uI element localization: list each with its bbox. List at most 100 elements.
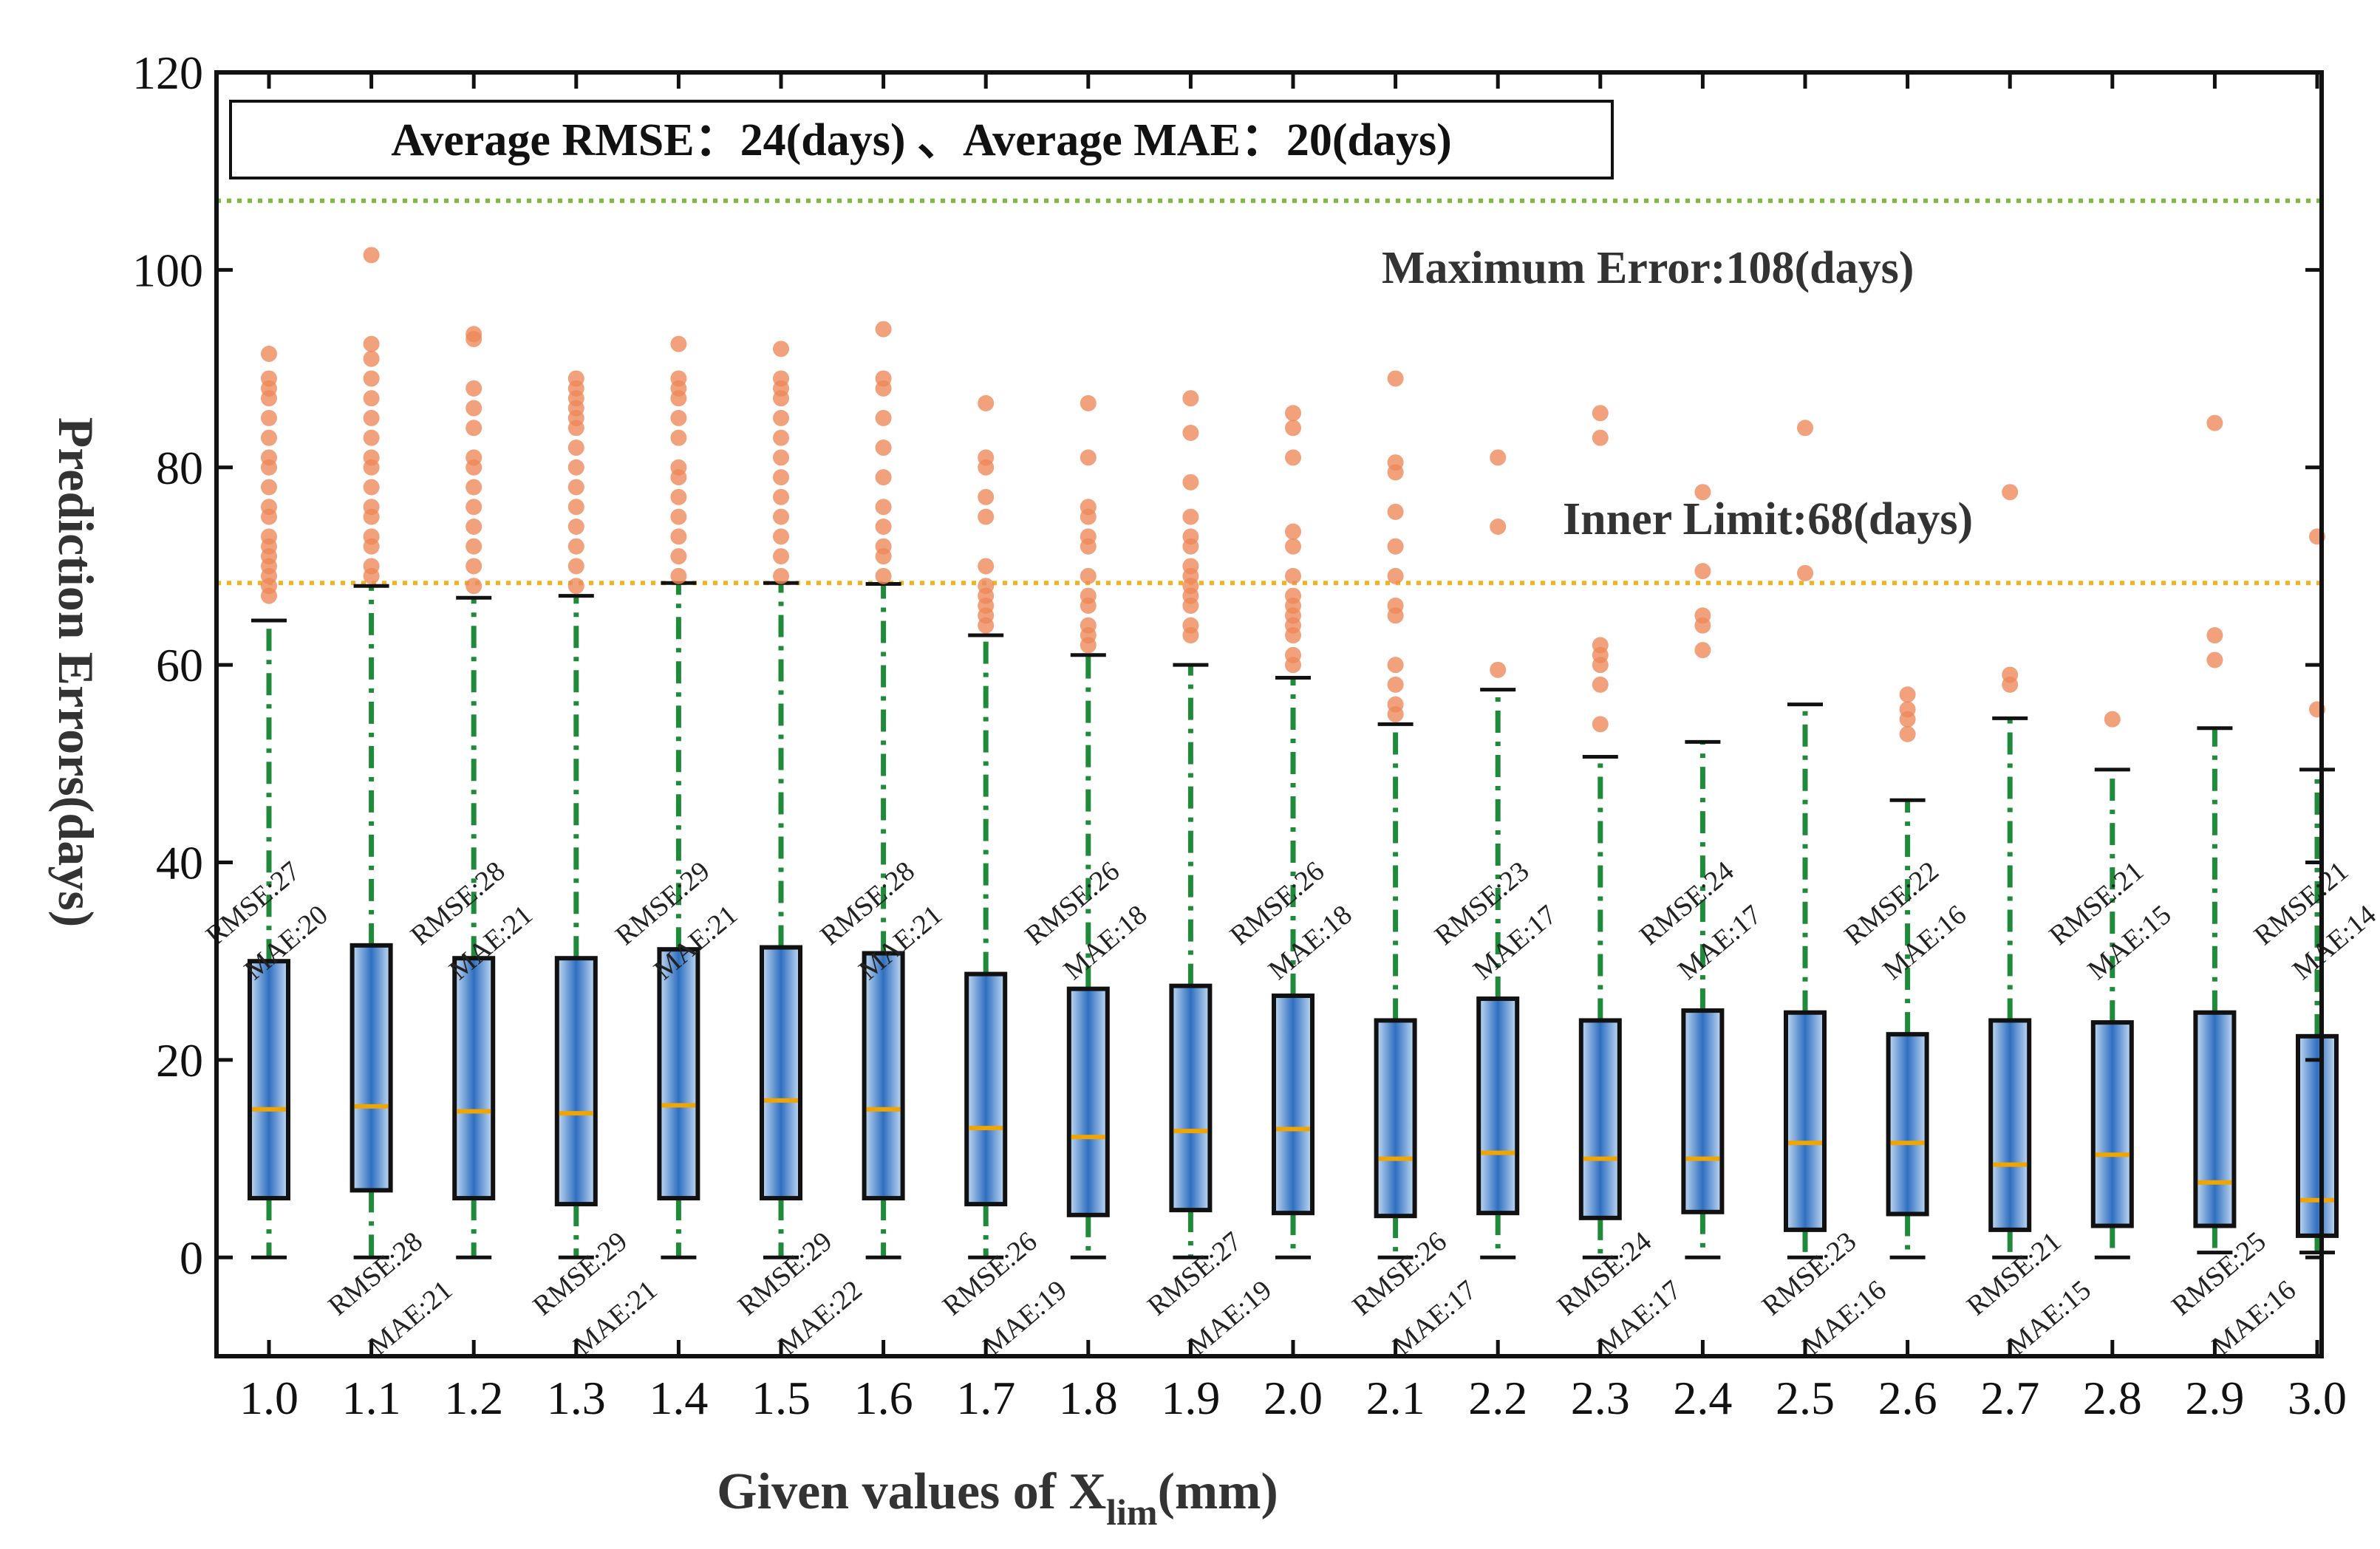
box-body bbox=[862, 951, 905, 1201]
outlier-point bbox=[670, 459, 687, 476]
outlier-point bbox=[1387, 696, 1404, 713]
outlier-point bbox=[1285, 405, 1301, 422]
outlier-point bbox=[1490, 661, 1507, 678]
outlier-point bbox=[1387, 454, 1404, 471]
outlier-point bbox=[1694, 484, 1711, 501]
outlier-point bbox=[875, 321, 892, 338]
outlier-point bbox=[2104, 711, 2121, 728]
outlier-point bbox=[363, 499, 380, 516]
outlier-point bbox=[1182, 473, 1199, 490]
x-tick-label: 1.3 bbox=[547, 1372, 606, 1424]
outlier-point bbox=[466, 400, 483, 417]
outlier-point bbox=[363, 247, 380, 264]
box-group-1.2 bbox=[452, 326, 496, 1259]
box-group-1.9 bbox=[1169, 390, 1213, 1259]
outlier-point bbox=[670, 508, 687, 525]
outlier-point bbox=[773, 548, 789, 565]
outlier-point bbox=[670, 335, 687, 352]
outlier-point bbox=[363, 350, 380, 367]
outlier-point bbox=[1387, 503, 1404, 520]
outlier-point bbox=[363, 409, 380, 426]
y-tick-label: 60 bbox=[156, 639, 203, 691]
outlier-point bbox=[875, 440, 892, 457]
outlier-point bbox=[1592, 405, 1609, 422]
outlier-point bbox=[261, 346, 277, 363]
x-axis-label: Given values of Xlim(mm) bbox=[717, 1463, 1278, 1533]
outlier-point bbox=[773, 469, 789, 486]
outlier-point bbox=[363, 479, 380, 496]
outlier-point bbox=[466, 558, 483, 575]
box-group-1.0 bbox=[248, 346, 290, 1259]
y-tick-label: 80 bbox=[156, 442, 203, 494]
outlier-point bbox=[1387, 538, 1404, 555]
outlier-point bbox=[1285, 646, 1301, 663]
outlier-point bbox=[1387, 657, 1404, 674]
outlier-point bbox=[1182, 558, 1199, 575]
outlier-point bbox=[261, 409, 277, 426]
outlier-point bbox=[567, 558, 584, 575]
outlier-point bbox=[773, 370, 789, 387]
box-group-2.4 bbox=[1681, 484, 1725, 1259]
box-body bbox=[1066, 986, 1110, 1217]
outlier-point bbox=[978, 508, 995, 525]
x-tick-label: 1.7 bbox=[956, 1372, 1015, 1424]
outlier-point bbox=[363, 449, 380, 466]
outlier-point bbox=[1080, 394, 1097, 411]
x-tick-label: 2.2 bbox=[1468, 1372, 1527, 1424]
outlier-point bbox=[875, 538, 892, 555]
box-body bbox=[1476, 996, 1520, 1216]
outlier-point bbox=[1797, 564, 1813, 581]
y-tick-label: 20 bbox=[156, 1034, 203, 1087]
outlier-point bbox=[978, 488, 995, 505]
box-body bbox=[1988, 1018, 2032, 1232]
outlier-point bbox=[978, 394, 995, 411]
x-tick-label: 2.0 bbox=[1264, 1372, 1323, 1424]
outlier-point bbox=[2206, 414, 2223, 431]
outlier-point bbox=[670, 567, 687, 584]
inner-limit-label: Inner Limit:68(days) bbox=[1563, 494, 1973, 544]
outlier-point bbox=[670, 429, 687, 446]
y-tick-label: 100 bbox=[132, 244, 203, 296]
outlier-point bbox=[773, 449, 789, 466]
outlier-point bbox=[773, 528, 789, 545]
outlier-point bbox=[670, 548, 687, 565]
box-group-1.3 bbox=[554, 370, 598, 1259]
box-body bbox=[1374, 1018, 1417, 1219]
outlier-point bbox=[875, 567, 892, 584]
x-tick-label: 1.1 bbox=[342, 1372, 401, 1424]
outlier-point bbox=[363, 335, 380, 352]
y-tick-label: 120 bbox=[132, 47, 203, 99]
box-group-1.5 bbox=[760, 341, 802, 1259]
outlier-point bbox=[261, 429, 277, 446]
outlier-point bbox=[1592, 429, 1609, 446]
box-group-1.6 bbox=[862, 321, 905, 1259]
outlier-point bbox=[978, 578, 995, 595]
box-body bbox=[2193, 1010, 2237, 1228]
box-group-3.0 bbox=[2296, 528, 2339, 1255]
x-axis-label-main: Given values of X bbox=[717, 1463, 1106, 1520]
x-tick-label: 1.0 bbox=[239, 1372, 299, 1424]
outlier-point bbox=[2002, 484, 2019, 501]
box-body bbox=[2296, 1033, 2339, 1238]
x-axis-label-suffix: (mm) bbox=[1158, 1463, 1278, 1520]
outlier-point bbox=[773, 409, 789, 426]
outlier-point bbox=[773, 567, 789, 584]
outlier-point bbox=[875, 370, 892, 387]
outlier-point bbox=[1387, 676, 1404, 693]
box-group-2.1 bbox=[1374, 370, 1417, 1259]
outlier-point bbox=[1694, 607, 1711, 624]
outlier-point bbox=[466, 499, 483, 516]
y-tick-label: 0 bbox=[180, 1231, 203, 1284]
outlier-point bbox=[466, 380, 483, 397]
outlier-point bbox=[567, 440, 584, 457]
outlier-point bbox=[670, 528, 687, 545]
box-body bbox=[350, 943, 393, 1193]
outlier-point bbox=[773, 508, 789, 525]
outlier-point bbox=[1285, 587, 1301, 604]
outlier-point bbox=[1182, 528, 1199, 545]
outlier-point bbox=[363, 390, 380, 407]
outlier-point bbox=[466, 420, 483, 437]
box-body bbox=[760, 945, 802, 1201]
outlier-point bbox=[567, 459, 584, 476]
